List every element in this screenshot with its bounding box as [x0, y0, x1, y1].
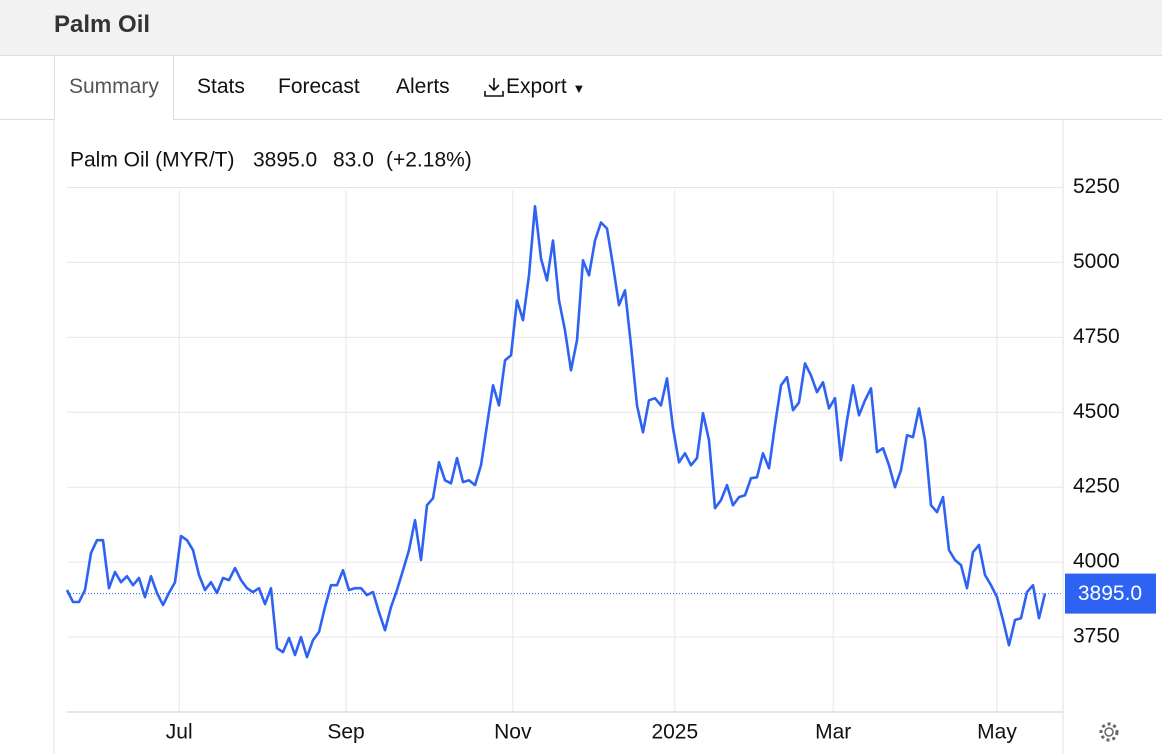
tab[interactable]: Alerts [396, 75, 450, 98]
price-line [65, 205, 1047, 659]
x-tick-label: Mar [815, 721, 851, 744]
x-tick-label: Sep [327, 721, 364, 744]
y-tick-label: 4750 [1073, 325, 1120, 348]
tab[interactable]: Forecast [278, 75, 360, 98]
x-tick-label: Jul [166, 721, 193, 744]
y-tick-label: 4000 [1073, 550, 1120, 573]
x-tick-label: Nov [494, 721, 532, 744]
page-title: Palm Oil [54, 11, 151, 38]
x-tick-label: May [977, 721, 1017, 744]
y-tick-label: 5250 [1073, 175, 1120, 198]
tab[interactable]: Summary [54, 56, 174, 120]
header: Palm Oil [0, 0, 1162, 56]
tab[interactable]: Stats [197, 75, 245, 98]
y-tick-label: 4250 [1073, 475, 1120, 498]
y-tick-label: 3750 [1073, 625, 1120, 648]
legend-name: Palm Oil (MYR/T) [70, 149, 235, 172]
download-icon [484, 78, 504, 98]
y-tick-label: 5000 [1073, 250, 1120, 273]
tab-label: Export [506, 75, 567, 98]
tab-bar: Summary Stats Forecast Alerts Export ▼ [0, 56, 1162, 120]
legend-change: 83.0 [333, 149, 374, 172]
settings-icon[interactable] [1099, 722, 1119, 742]
y-tick-label: 4500 [1073, 400, 1120, 423]
tab[interactable]: Export ▼ [482, 56, 585, 119]
last-price-box [1065, 573, 1156, 614]
x-tick-label: 2025 [651, 721, 698, 744]
legend-change-pct: (+2.18%) [386, 149, 472, 172]
legend-price: 3895.0 [253, 149, 317, 172]
last-price-label: 3895.0 [1078, 582, 1142, 605]
